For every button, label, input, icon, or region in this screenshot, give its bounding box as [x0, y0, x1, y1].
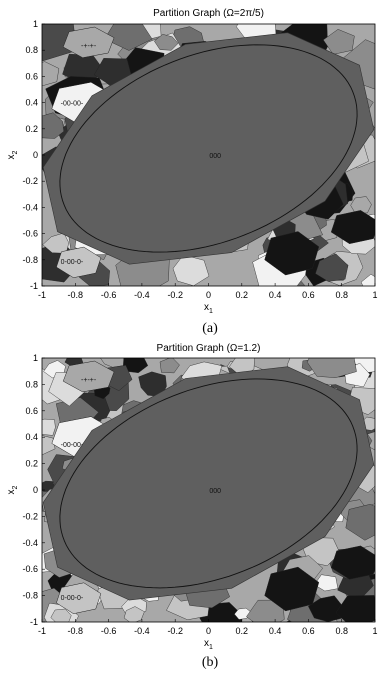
plot-area: -+-+- -00-00- 000 0-00-0-	[22, 8, 378, 297]
y-tick-label: 0.4	[25, 98, 38, 108]
figure-caption: (b)	[202, 655, 219, 670]
x-tick-label: 0.4	[269, 290, 282, 300]
region-label: 000	[209, 153, 221, 160]
x-tick-label: 0.2	[236, 626, 249, 636]
x-tick-label: 0.6	[302, 626, 315, 636]
y-tick-label: -1	[30, 617, 38, 627]
region-label: -00-00-	[61, 442, 84, 449]
y-tick-label: -0.8	[22, 255, 38, 265]
x-tick-label: 0.6	[302, 290, 315, 300]
y-tick-label: -0.6	[22, 564, 38, 574]
region-label: 0-00-0-	[61, 259, 84, 266]
partition-region	[307, 346, 356, 378]
y-tick-label: 0.2	[25, 124, 38, 134]
y-tick-label: 0	[33, 485, 38, 495]
x-tick-label: 0.4	[269, 626, 282, 636]
x-tick-label: 0.2	[236, 290, 249, 300]
y-axis-label: x2	[6, 150, 19, 159]
x-tick-label: -0.2	[167, 626, 183, 636]
x-tick-label: -0.8	[68, 290, 84, 300]
region-label: 000	[209, 488, 221, 495]
y-tick-label: 0.6	[25, 406, 38, 416]
chart-1: -+-+- -00-00- 000 0-00-0- -1 -0.8 -0.6 -0.4 -0.2…	[6, 8, 378, 337]
y-tick-label: 0.6	[25, 71, 38, 81]
chart-title: Partition Graph (Ω=2π/5)	[153, 8, 264, 19]
y-axis-label: x2	[6, 485, 19, 494]
y-tick-label: 0	[33, 150, 38, 160]
x-tick-label: 0	[206, 626, 211, 636]
x-tick-label: -0.6	[101, 626, 117, 636]
y-tick-label: -0.8	[22, 591, 38, 601]
region-label: -+-+-	[81, 377, 97, 384]
y-tick-label: -0.4	[22, 538, 38, 548]
x-tick-label: 0.8	[335, 290, 348, 300]
x-tick-label: -0.4	[134, 290, 150, 300]
chart-title: Partition Graph (Ω=1.2)	[157, 343, 261, 354]
y-tick-label: 0.8	[25, 379, 38, 389]
x-tick-label: -0.2	[167, 290, 183, 300]
chart-2: -+-+- -00-00- 000 0-00-0- -1 -0.8 -0.6 -0.4 -0.2…	[6, 343, 378, 670]
x-tick-label: -1	[38, 626, 46, 636]
y-tick-label: -0.6	[22, 229, 38, 239]
region-label: 0-00-0-	[61, 595, 84, 602]
x-tick-label: -1	[38, 290, 46, 300]
y-tick-label: 0.8	[25, 45, 38, 55]
y-tick-label: 0.4	[25, 432, 38, 442]
y-tick-label: -0.4	[22, 202, 38, 212]
x-axis-label: x1	[204, 302, 213, 315]
x-tick-label: 1	[372, 290, 377, 300]
plot-area: -+-+- -00-00- 000 0-00-0-	[23, 346, 378, 637]
figure-caption: (a)	[202, 321, 218, 336]
y-tick-label: 1	[33, 353, 38, 363]
x-tick-label: 1	[372, 626, 377, 636]
y-tick-label: -0.2	[22, 176, 38, 186]
y-tick-label: 1	[33, 19, 38, 29]
x-tick-label: -0.4	[134, 626, 150, 636]
y-tick-label: -0.2	[22, 511, 38, 521]
region-label: -+-+-	[81, 43, 97, 50]
x-tick-label: -0.6	[101, 290, 117, 300]
x-tick-label: -0.8	[68, 626, 84, 636]
x-tick-label: 0	[206, 290, 211, 300]
region-label: -00-00-	[61, 101, 84, 108]
y-tick-label: -1	[30, 281, 38, 291]
x-tick-label: 0.8	[335, 626, 348, 636]
x-axis-label: x1	[204, 638, 213, 651]
y-tick-label: 0.2	[25, 459, 38, 469]
partition-region	[35, 419, 55, 435]
